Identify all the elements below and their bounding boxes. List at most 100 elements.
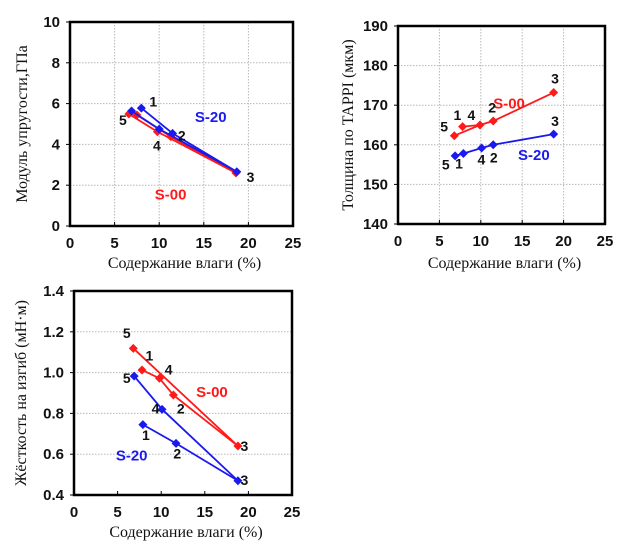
series-label: S-20 xyxy=(518,147,550,164)
point-number-label: 2 xyxy=(178,127,186,143)
data-point-5 xyxy=(128,343,138,353)
y-tick-label: 1.0 xyxy=(43,365,64,382)
point-number-label: 3 xyxy=(247,169,255,185)
x-tick-label: 0 xyxy=(66,235,74,252)
point-number-label: 1 xyxy=(146,347,154,363)
data-point-4 xyxy=(475,120,485,130)
x-axis-label: Содержание влаги (%) xyxy=(428,255,581,272)
point-number-label: 1 xyxy=(453,107,461,123)
data-point-3 xyxy=(233,476,243,486)
y-tick-label: 150 xyxy=(363,176,388,193)
data-point-2 xyxy=(488,116,498,126)
point-number-label: 3 xyxy=(241,472,249,488)
y-tick-label: 190 xyxy=(363,18,388,35)
point-number-label: 1 xyxy=(149,94,157,110)
x-axis-label: Содержание влаги (%) xyxy=(108,255,261,272)
plot-frame xyxy=(72,289,294,497)
y-tick-label: 8 xyxy=(52,55,60,72)
x-axis-label: Содержание влаги (%) xyxy=(109,524,262,541)
y-tick-label: 0.6 xyxy=(43,446,64,463)
x-tick-label: 20 xyxy=(240,504,257,521)
data-point-2 xyxy=(168,390,178,400)
point-number-label: 4 xyxy=(152,400,160,416)
data-point-3 xyxy=(549,129,559,139)
point-number-label: 3 xyxy=(241,438,249,454)
x-tick-label: 15 xyxy=(514,233,531,250)
x-tick-label: 20 xyxy=(555,233,572,250)
point-number-label: 5 xyxy=(442,157,450,173)
data-point-3 xyxy=(233,441,243,451)
data-point-1 xyxy=(458,122,468,132)
point-number-label: 2 xyxy=(173,445,181,461)
y-axis-label: Жёсткость на изгиб (мН·м) xyxy=(13,300,30,486)
data-point-5 xyxy=(127,106,137,116)
series-label: S-20 xyxy=(116,447,148,464)
x-tick-label: 20 xyxy=(240,235,257,252)
data-point-3 xyxy=(232,167,242,177)
data-point-3 xyxy=(549,88,559,98)
x-tick-label: 5 xyxy=(110,235,118,252)
y-axis-label: Модуль упругости,ГПа xyxy=(14,45,31,203)
data-point-1 xyxy=(136,103,146,113)
x-tick-label: 25 xyxy=(284,504,301,521)
data-point-1 xyxy=(137,365,147,375)
point-number-label: 4 xyxy=(477,152,485,168)
x-tick-label: 15 xyxy=(195,235,212,252)
y-tick-label: 180 xyxy=(363,58,388,75)
series-s-00: S-00 xyxy=(449,88,559,141)
data-point-1 xyxy=(458,149,468,159)
y-tick-label: 2 xyxy=(52,177,60,194)
point-number-label: 5 xyxy=(123,325,131,341)
data-point-2 xyxy=(171,438,181,448)
x-tick-label: 10 xyxy=(472,233,489,250)
plot-frame xyxy=(396,24,607,226)
point-number-label: 3 xyxy=(551,113,559,129)
x-tick-label: 25 xyxy=(597,233,614,250)
data-point-2 xyxy=(488,140,498,150)
series-s-20: S-20 xyxy=(127,103,242,177)
series-label: S-00 xyxy=(493,95,525,112)
point-number-label: 5 xyxy=(440,119,448,135)
point-number-label: 2 xyxy=(488,100,496,116)
y-axis-label: Толщина по TAPPI (мкм) xyxy=(340,39,357,210)
x-tick-label: 15 xyxy=(196,504,213,521)
series-label: S-00 xyxy=(196,384,228,401)
series-label: S-20 xyxy=(195,109,227,126)
series-line xyxy=(141,369,239,447)
point-number-label: 2 xyxy=(177,400,185,416)
data-point-5 xyxy=(449,131,459,141)
x-tick-label: 5 xyxy=(435,233,443,250)
y-tick-label: 0.8 xyxy=(43,405,64,422)
data-point-1 xyxy=(138,420,148,430)
y-tick-label: 170 xyxy=(363,97,388,114)
series-line xyxy=(132,347,239,447)
point-number-label: 1 xyxy=(455,156,463,172)
x-tick-label: 0 xyxy=(394,233,402,250)
plot-frame xyxy=(68,20,295,228)
x-tick-label: 10 xyxy=(151,235,168,252)
y-tick-label: 1.4 xyxy=(43,283,65,300)
data-point-4 xyxy=(154,373,164,383)
x-tick-label: 10 xyxy=(153,504,170,521)
data-point-5 xyxy=(450,151,460,161)
y-tick-label: 140 xyxy=(363,216,388,233)
point-number-label: 1 xyxy=(142,427,150,443)
y-tick-label: 0.4 xyxy=(43,487,65,504)
point-number-label: 5 xyxy=(123,370,131,386)
y-tick-label: 0 xyxy=(52,218,60,235)
series-s-20: S-20 xyxy=(450,129,559,164)
series-line xyxy=(453,91,555,137)
series-s-00: S-00 xyxy=(128,343,243,451)
point-number-label: 4 xyxy=(165,362,173,378)
y-tick-label: 4 xyxy=(52,136,61,153)
y-tick-label: 6 xyxy=(52,96,60,113)
data-point-5 xyxy=(129,371,139,381)
y-tick-label: 1.2 xyxy=(43,324,64,341)
data-point-2 xyxy=(168,128,178,138)
data-point-4 xyxy=(154,124,164,134)
point-number-label: 3 xyxy=(551,70,559,86)
